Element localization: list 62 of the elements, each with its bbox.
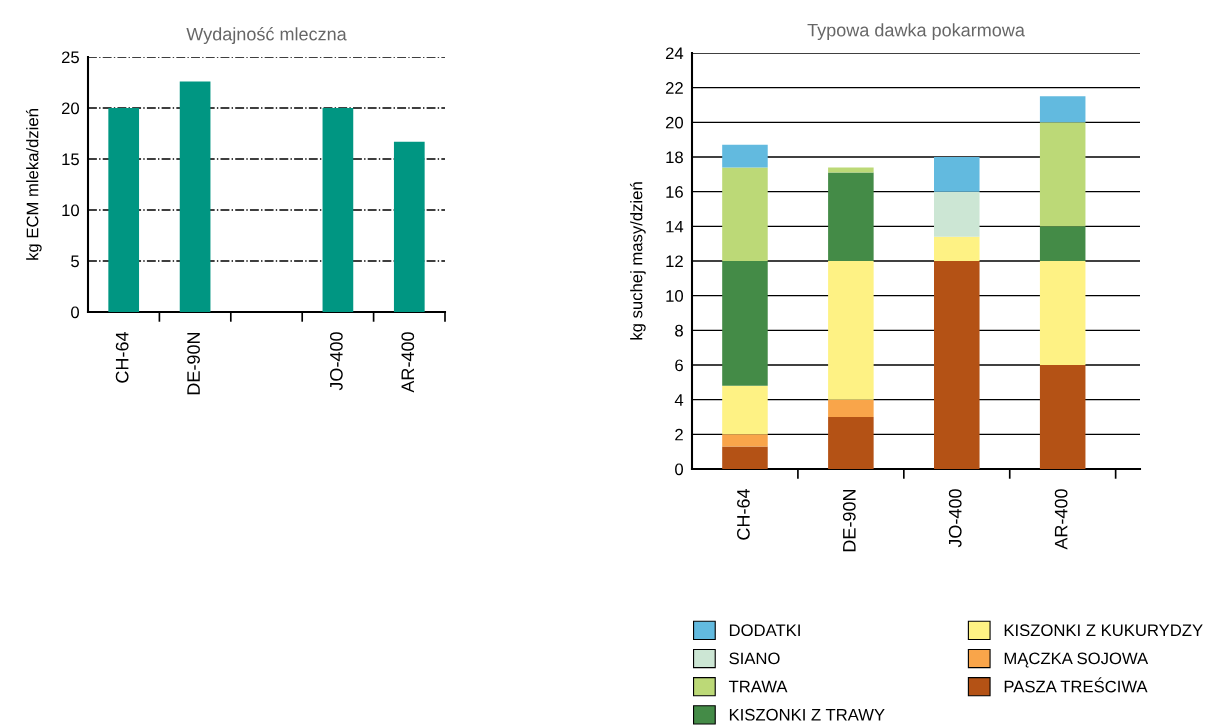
y-tick-label: 16 (666, 186, 683, 198)
y-tick-label: 2 (675, 428, 683, 441)
bar (722, 434, 768, 447)
y-tick-label: 0 (71, 306, 80, 319)
bar (828, 167, 874, 173)
y-tick-label: 12 (666, 255, 683, 268)
x-tick-label: DE-90N (842, 489, 856, 552)
bar (934, 191, 980, 237)
bar (934, 261, 980, 469)
bar (828, 417, 874, 469)
bar (934, 236, 980, 261)
y-tick-label: 6 (675, 359, 683, 372)
x-tick-label: CH-64 (737, 488, 750, 540)
bar (722, 144, 768, 168)
bar (322, 108, 354, 312)
x-tick-label: AR-400 (1054, 489, 1068, 550)
bar (108, 108, 140, 312)
bar (722, 446, 768, 469)
chart-title: Wydajność mleczna (186, 27, 347, 45)
bar (828, 399, 874, 417)
y-tick-label: 18 (666, 151, 683, 164)
bar (1039, 261, 1086, 365)
legend-label: KISZONKI Z KUKURYDZY (1004, 624, 1203, 637)
y-axis-title: kg suchej masy/dzień (629, 182, 646, 340)
legend-label: DODATKI (729, 624, 800, 637)
x-tick-label: AR-400 (401, 332, 415, 393)
y-axis-title: kg ECM mleka/dzień (25, 109, 42, 260)
chart-title: Typowa dawka pokarmowa (807, 23, 1025, 41)
bar (722, 261, 768, 386)
bar (722, 385, 768, 435)
y-tick-label: 22 (665, 82, 683, 94)
y-tick-label: 20 (61, 102, 80, 115)
bar (393, 141, 425, 312)
bar (934, 157, 980, 192)
bar (1039, 122, 1086, 227)
y-tick-label: 24 (665, 47, 684, 60)
y-tick-label: 20 (665, 116, 684, 129)
bar (1039, 96, 1086, 123)
x-tick-label: CH-64 (115, 331, 129, 383)
bar (828, 172, 874, 261)
y-tick-label: 4 (674, 394, 684, 406)
y-tick-label: 14 (666, 220, 684, 233)
y-tick-label: 5 (71, 255, 79, 268)
bar (1039, 365, 1086, 469)
y-tick-label: 15 (62, 153, 79, 166)
bar (179, 81, 211, 312)
y-tick-label: 10 (666, 290, 684, 302)
bar (828, 261, 874, 400)
bar (722, 167, 768, 261)
bar (1039, 226, 1086, 261)
legend-label: MĄCZKA SOJOWA (1004, 652, 1149, 668)
legend-label: KISZONKI Z TRAWY (729, 708, 885, 721)
y-tick-label: 25 (61, 51, 79, 64)
legend-label: SIANO (729, 652, 780, 665)
legend-label: PASZA TREŚCIWA (1004, 677, 1148, 693)
y-tick-label: 8 (675, 324, 683, 337)
y-tick-label: 0 (675, 463, 684, 476)
x-tick-label: JO-400 (329, 332, 343, 391)
legend-label: TRAWA (728, 680, 788, 693)
y-tick-label: 10 (62, 204, 80, 217)
x-tick-label: DE-90N (187, 332, 200, 395)
x-tick-label: JO-400 (948, 489, 962, 548)
